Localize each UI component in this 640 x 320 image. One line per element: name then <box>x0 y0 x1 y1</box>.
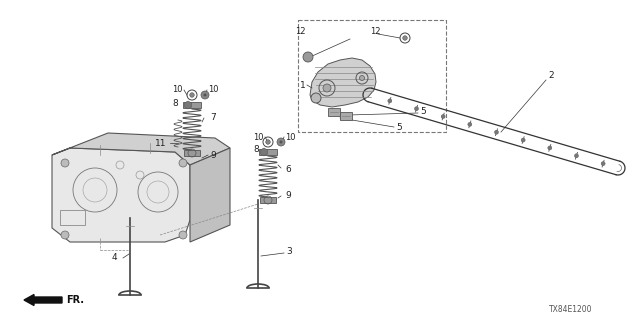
Circle shape <box>179 159 187 167</box>
Circle shape <box>61 159 69 167</box>
Text: 1: 1 <box>300 81 306 90</box>
Text: 12: 12 <box>370 28 381 36</box>
Bar <box>184 150 200 156</box>
Circle shape <box>388 99 392 103</box>
Circle shape <box>521 138 525 142</box>
Polygon shape <box>190 148 230 242</box>
Text: 5: 5 <box>396 123 402 132</box>
FancyArrow shape <box>24 294 62 306</box>
Circle shape <box>575 154 579 158</box>
Circle shape <box>323 84 331 92</box>
Text: 9: 9 <box>285 191 291 201</box>
Text: 10: 10 <box>253 132 264 141</box>
Text: 3: 3 <box>286 247 292 257</box>
Text: 4: 4 <box>112 253 118 262</box>
Bar <box>328 108 340 116</box>
Circle shape <box>61 231 69 239</box>
Circle shape <box>495 130 499 134</box>
Text: 9: 9 <box>210 150 216 159</box>
Circle shape <box>403 36 407 40</box>
Text: 11: 11 <box>155 139 166 148</box>
Circle shape <box>468 122 472 126</box>
Polygon shape <box>52 133 230 165</box>
Text: 10: 10 <box>208 85 218 94</box>
Text: 5: 5 <box>420 108 426 116</box>
Circle shape <box>303 52 313 62</box>
Circle shape <box>204 93 207 97</box>
Circle shape <box>280 140 282 143</box>
Text: TX84E1200: TX84E1200 <box>548 305 592 314</box>
Circle shape <box>189 93 195 97</box>
Text: FR.: FR. <box>66 295 84 305</box>
Text: 7: 7 <box>210 114 216 123</box>
Polygon shape <box>310 58 376 107</box>
Text: 8: 8 <box>253 146 259 155</box>
Circle shape <box>266 140 270 144</box>
Text: 10: 10 <box>172 85 182 94</box>
Circle shape <box>277 138 285 146</box>
Text: 6: 6 <box>285 165 291 174</box>
Circle shape <box>201 91 209 99</box>
Bar <box>260 197 276 203</box>
Bar <box>60 210 85 225</box>
Bar <box>340 112 352 120</box>
Text: 10: 10 <box>285 132 296 141</box>
Text: 12: 12 <box>295 28 305 36</box>
Circle shape <box>179 231 187 239</box>
Bar <box>259 149 277 155</box>
Bar <box>298 20 446 132</box>
Text: 8: 8 <box>172 99 178 108</box>
Circle shape <box>548 146 552 150</box>
Circle shape <box>311 93 321 103</box>
Circle shape <box>441 115 445 118</box>
Circle shape <box>360 76 365 81</box>
Circle shape <box>601 162 605 166</box>
Bar <box>183 102 201 108</box>
Circle shape <box>415 107 419 111</box>
Text: 2: 2 <box>548 70 554 79</box>
Polygon shape <box>52 148 190 242</box>
